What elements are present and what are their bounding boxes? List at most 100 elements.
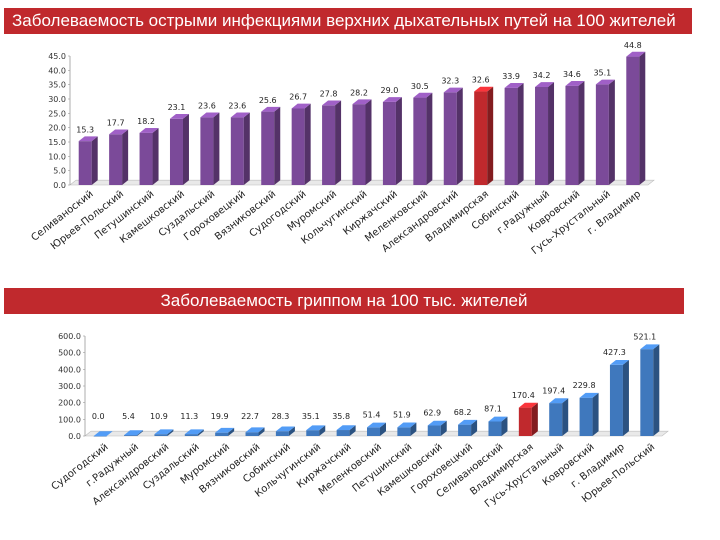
chart-1-value-label: 23.6 [228, 102, 246, 111]
chart-1-value-label: 23.6 [198, 102, 216, 111]
chart-2-bar-10 [397, 422, 417, 436]
chart-2-bar-side [592, 392, 599, 436]
chart-1-bar-17 [595, 79, 615, 185]
chart-2-bar-1 [124, 430, 144, 436]
chart-1-bar-15 [535, 82, 555, 185]
chart-1-bar-front [626, 56, 640, 185]
chart-2-bar-front [154, 434, 168, 436]
chart-2-value-label: 11.3 [180, 412, 198, 421]
chart-1-bar-top [261, 106, 281, 112]
chart-2-bar-front [306, 430, 320, 436]
chart-1-bar-front [78, 141, 92, 185]
chart-2-bar-front [488, 421, 502, 436]
chart-1-bar-front [109, 134, 123, 185]
chart-2-bar-18 [640, 344, 660, 436]
chart-2-bar-side [288, 426, 295, 436]
chart-2-bar-top [549, 398, 569, 404]
chart-1-bar-top [535, 82, 555, 87]
chart-1-bar-side [213, 112, 220, 185]
chart-1-value-label: 32.6 [472, 76, 490, 85]
chart-1-bar-side [243, 112, 250, 185]
chart-2-bar-0 [93, 431, 113, 437]
chart-1-bar-top [443, 87, 463, 93]
chart-2-bar-top [184, 429, 204, 435]
chart-2-value-label: 22.7 [241, 412, 259, 421]
chart-2-bar-front [640, 349, 654, 436]
chart-1-bar-side [608, 79, 615, 185]
chart-2-bar-side [167, 429, 174, 436]
chart-2-bar-top [397, 422, 417, 428]
chart-2-value-label: 28.3 [271, 412, 289, 421]
chart-1-bar-3 [169, 113, 189, 185]
chart-1-y-tick: 5.0 [53, 167, 66, 176]
chart-2-bar-front [458, 424, 472, 436]
chart-1-bar-12 [443, 87, 463, 185]
chart-1-y-tick: 20.0 [48, 124, 66, 133]
chart-1-bar-side [517, 83, 524, 185]
chart-1-value-label: 29.0 [381, 86, 399, 95]
chart-2-bar-top [579, 392, 599, 398]
chart-1-y-tick: 40.0 [48, 66, 66, 75]
chart-2-value-label: 170.4 [512, 391, 535, 400]
chart-2-bar-11 [427, 420, 447, 436]
chart-2-bar-front [367, 427, 380, 436]
chart-2-bar-front [184, 434, 198, 436]
chart-1-bar-front [382, 101, 396, 185]
chart-2-value-label: 51.4 [363, 411, 381, 420]
chart-2-bar-side [653, 344, 660, 436]
chart-1-bar-front [291, 108, 305, 185]
chart-2-value-label: 0.0 [92, 412, 105, 421]
chart-2-bar-front [215, 432, 229, 436]
chart-2-bar-side [137, 430, 144, 436]
chart-2-bar-front [518, 407, 532, 436]
chart-2-bar-front [93, 436, 107, 437]
chart-2-bar-14 [518, 402, 538, 436]
chart-2-bar-2 [154, 429, 174, 436]
chart-1-y-tick: 0.0 [53, 181, 66, 190]
chart-1-y-tick: 10.0 [48, 152, 66, 161]
chart-2-value-label: 87.1 [484, 405, 502, 414]
chart-1-value-label: 25.6 [259, 96, 277, 105]
chart-1-bar-front [230, 117, 244, 185]
chart-2-bar-front [275, 431, 289, 436]
chart-2-bar-side [622, 359, 629, 436]
chart-1-bar-front [565, 85, 579, 185]
chart-2-bar-side [380, 422, 386, 436]
chart-2-y-tick: 100.0 [58, 415, 81, 424]
chart-1-bar-top [78, 136, 98, 142]
chart-2-bar-top [124, 430, 144, 436]
chart-1-bar-side [395, 97, 402, 185]
chart-2-bar-side [319, 425, 326, 436]
chart-2-bar-16 [579, 392, 599, 436]
chart-2-bar-15 [549, 398, 569, 436]
chart-2-value-label: 68.2 [454, 408, 472, 417]
chart-1-bar-front [413, 97, 427, 185]
chart-2-influenza: 0.0100.0200.0300.0400.0500.0600.00.0Судо… [50, 332, 669, 510]
chart-1-bar-top [626, 51, 646, 57]
chart-1-bar-4 [200, 112, 220, 185]
chart-1-bar-top [322, 100, 342, 106]
chart-1-bar-top [139, 128, 159, 133]
chart-1-bar-2 [139, 128, 159, 185]
chart-2-bar-5 [245, 427, 265, 436]
chart-1-bar-front [474, 91, 488, 185]
chart-1-y-tick: 35.0 [48, 81, 66, 90]
chart-2-bar-top [154, 429, 174, 435]
chart-2-bar-top [640, 344, 660, 350]
chart-2-value-label: 427.3 [603, 348, 626, 357]
chart-2-bar-top [336, 425, 356, 431]
chart-2-value-label: 5.4 [122, 412, 135, 421]
chart-1-bar-side [578, 81, 585, 185]
chart-2-bar-13 [488, 416, 508, 436]
chart-2-value-label: 521.1 [633, 332, 656, 341]
chart-2-bar-top [306, 425, 326, 431]
chart-1-bar-side [456, 87, 463, 185]
chart-1-bar-side [122, 129, 129, 185]
chart-2-bar-4 [215, 427, 235, 436]
chart-2-bar-front [609, 364, 623, 436]
chart-1-value-label: 27.8 [320, 90, 338, 99]
chart-2-y-tick: 300.0 [58, 382, 81, 391]
chart-1-bar-13 [474, 86, 494, 185]
chart-2-bar-top [367, 422, 386, 428]
chart-1-value-label: 28.2 [350, 88, 368, 97]
